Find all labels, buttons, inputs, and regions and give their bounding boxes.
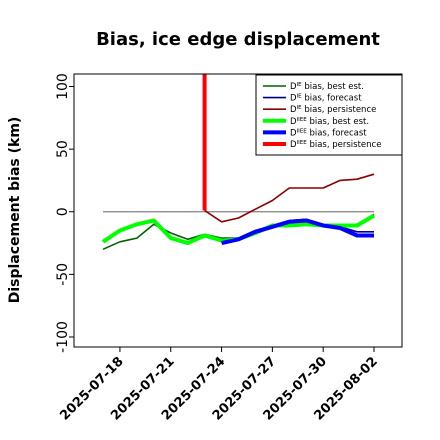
legend-entry: DIIEE bias, forecast bbox=[290, 128, 367, 138]
plot-frame bbox=[73, 73, 403, 348]
legend-entry: DIE bias, forecast bbox=[290, 94, 362, 104]
y-axis-label: Displacement bias (km) bbox=[7, 117, 23, 304]
y-axis-ticks: 100 50 0 -50 -100 bbox=[55, 73, 74, 353]
series-layer bbox=[101, 74, 376, 251]
legend: DIE bias, best est. DIE bias, forecastDIE… bbox=[255, 74, 403, 156]
y-tick-label: -100 bbox=[55, 321, 71, 353]
chart-title: Bias, ice edge displacement bbox=[96, 29, 380, 50]
x-axis-ticks: 2025-07-182025-07-212025-07-242025-07-27… bbox=[57, 347, 381, 424]
series-line-1 bbox=[102, 213, 375, 251]
legend-entry: DIIEE bias, persistence bbox=[290, 140, 381, 150]
legend-frame bbox=[255, 74, 403, 156]
legend-entry: DIIEE bias, best est. bbox=[290, 117, 369, 127]
legend-entry: DIE bias, persistence bbox=[290, 105, 376, 115]
y-tick-label: 100 bbox=[55, 73, 71, 100]
y-tick-label: -50 bbox=[55, 263, 71, 286]
y-tick-label: 0 bbox=[55, 207, 71, 216]
series-line-3 bbox=[204, 173, 375, 223]
y-tick-label: 50 bbox=[55, 140, 71, 158]
legend-entry: DIE bias, best est. bbox=[290, 82, 364, 92]
series-line-5 bbox=[221, 218, 374, 246]
